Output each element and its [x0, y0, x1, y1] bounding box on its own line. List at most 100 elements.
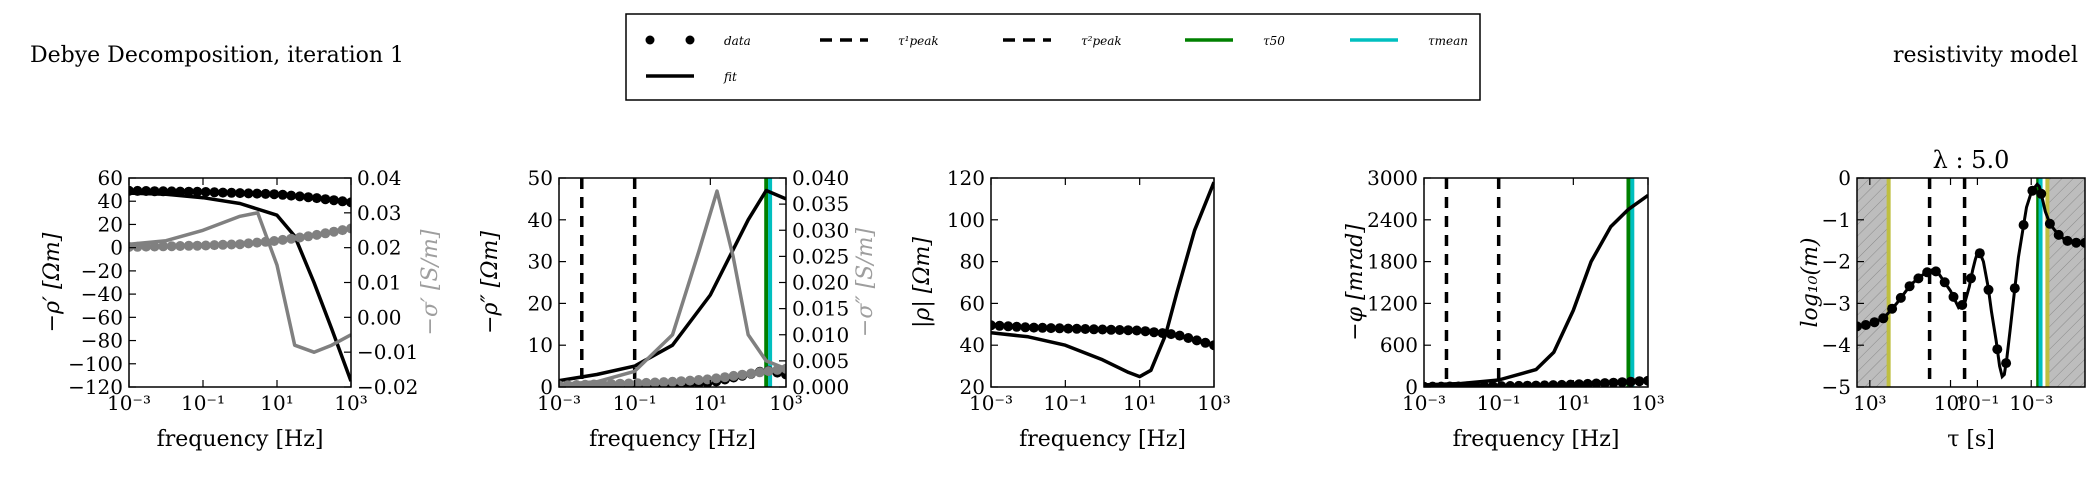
legend-marker	[645, 35, 655, 45]
data-point	[1574, 379, 1585, 387]
legend-entry: τ²peak	[1003, 34, 1122, 48]
x-axis-label: frequency [Hz]	[157, 427, 324, 452]
axes-frame	[1856, 177, 2086, 388]
data-point	[1020, 322, 1031, 333]
x-tick-label: 10⁻³	[969, 391, 1013, 415]
data-point	[320, 194, 331, 205]
data-point	[711, 373, 722, 384]
y-tick-label: 40	[98, 189, 123, 213]
data-point	[209, 240, 220, 251]
x-axis-label: frequency [Hz]	[1019, 427, 1186, 452]
data-point	[226, 187, 237, 198]
data-point	[1037, 322, 1048, 333]
data-point	[294, 191, 305, 202]
y-tick-label: −80	[81, 329, 123, 353]
y-tick-label: 20	[960, 375, 985, 399]
data-point	[1003, 321, 1014, 332]
data-point	[294, 232, 305, 243]
x-tick-label: 10⁻¹	[1043, 391, 1087, 415]
x-tick-label: 10¹	[260, 391, 293, 415]
data-point	[1608, 377, 1619, 387]
y-tick-label: 0	[1838, 166, 1851, 190]
x-tick-label: 10⁻¹	[181, 391, 225, 415]
axes-frame	[558, 177, 787, 388]
data-point	[217, 239, 228, 250]
x-tick-label: 10³	[1853, 391, 1886, 415]
data-point	[719, 372, 730, 383]
data-point	[693, 375, 704, 385]
data-point	[1487, 381, 1498, 387]
data-point	[1513, 380, 1524, 387]
y-tick-label: 30	[528, 250, 553, 274]
figure-left-title: Debye Decomposition, iteration 1	[30, 43, 404, 68]
y2-tick-label: 0.020	[792, 271, 849, 295]
data-point	[235, 188, 245, 199]
axes-frame	[1423, 177, 1649, 388]
data-point	[303, 231, 314, 242]
x-tick-label: 10¹	[1557, 391, 1590, 415]
x-tick-label: 10⁻¹	[613, 391, 657, 415]
data-point	[286, 233, 297, 244]
data-point	[1548, 380, 1559, 387]
data-point	[1522, 380, 1533, 387]
data-point	[277, 189, 288, 200]
data-point	[166, 241, 177, 252]
y2-tick-label: 0.015	[792, 297, 849, 321]
legend-label: τmean	[1428, 34, 1468, 48]
data-point	[1591, 378, 1602, 387]
data-point	[200, 240, 211, 251]
data-point	[1209, 340, 1214, 351]
legend-label: τ50	[1263, 34, 1285, 48]
shaded-region	[2047, 178, 2085, 387]
y-tick-label: 1800	[1367, 250, 1418, 274]
data-point	[667, 376, 678, 387]
data-point	[991, 320, 996, 331]
legend: data τ¹peak τ²peak τ50 τmean fit	[625, 13, 1481, 101]
data-point	[1183, 333, 1194, 343]
legend-marker	[685, 35, 695, 45]
y-axis-label: |ρ| [Ωm]	[910, 237, 935, 328]
x-axis-label: frequency [Hz]	[589, 427, 756, 452]
data-point	[1166, 329, 1177, 340]
data-point	[746, 368, 757, 379]
y-tick-label: 40	[528, 208, 553, 232]
x-axis-label: frequency [Hz]	[1453, 427, 1620, 452]
data-point	[1625, 376, 1636, 387]
data-point	[1114, 325, 1125, 335]
x-tick-label: 10¹	[1123, 391, 1156, 415]
chart-imag-resistivity: 10⁻³ 10⁻¹ 10¹ 10³ 50 40 30 20 10 0 0.0400.0350.030…	[478, 166, 878, 452]
fit-line	[1424, 193, 1648, 387]
y-tick-label: 600	[1380, 333, 1418, 357]
data-point	[260, 188, 271, 199]
y-tick-label: 60	[960, 291, 985, 315]
x-tick-label: 10³	[1631, 391, 1664, 415]
y-axis-label: log₁₀(m)	[1798, 237, 1823, 327]
data-point	[1123, 325, 1134, 336]
plot-area	[559, 178, 786, 387]
data-point	[269, 189, 280, 200]
y2-tick-label: −0.02	[357, 375, 418, 399]
data-point	[1191, 335, 1202, 346]
x-tick-label: 10⁰	[1934, 391, 1967, 415]
data-point	[994, 320, 1005, 331]
data-point	[606, 379, 617, 387]
data-point	[286, 190, 297, 201]
data-point	[2080, 237, 2085, 248]
y-tick-label: −60	[81, 305, 123, 329]
legend-entry: τ¹peak	[820, 34, 939, 48]
data-point	[252, 237, 263, 248]
data-point	[346, 197, 351, 208]
y-tick-label: −5	[1822, 375, 1851, 399]
x-tick-label: 10⁻¹	[1477, 391, 1521, 415]
data-point	[252, 188, 263, 199]
y2-tick-label: 0.025	[792, 244, 849, 268]
y-tick-label: 60	[98, 166, 123, 190]
chart-real-resistivity: 10⁻³ 10⁻¹ 10¹ 10³ 6040200−20−40−60−80−100−12…	[40, 166, 443, 452]
y-tick-label: −2	[1822, 250, 1851, 274]
data-point	[1539, 380, 1550, 387]
data-point	[1011, 321, 1022, 332]
y-tick-label: 10	[528, 333, 553, 357]
data-point	[650, 377, 660, 387]
y-tick-label: 3000	[1367, 166, 1418, 190]
fit-line	[559, 188, 786, 383]
